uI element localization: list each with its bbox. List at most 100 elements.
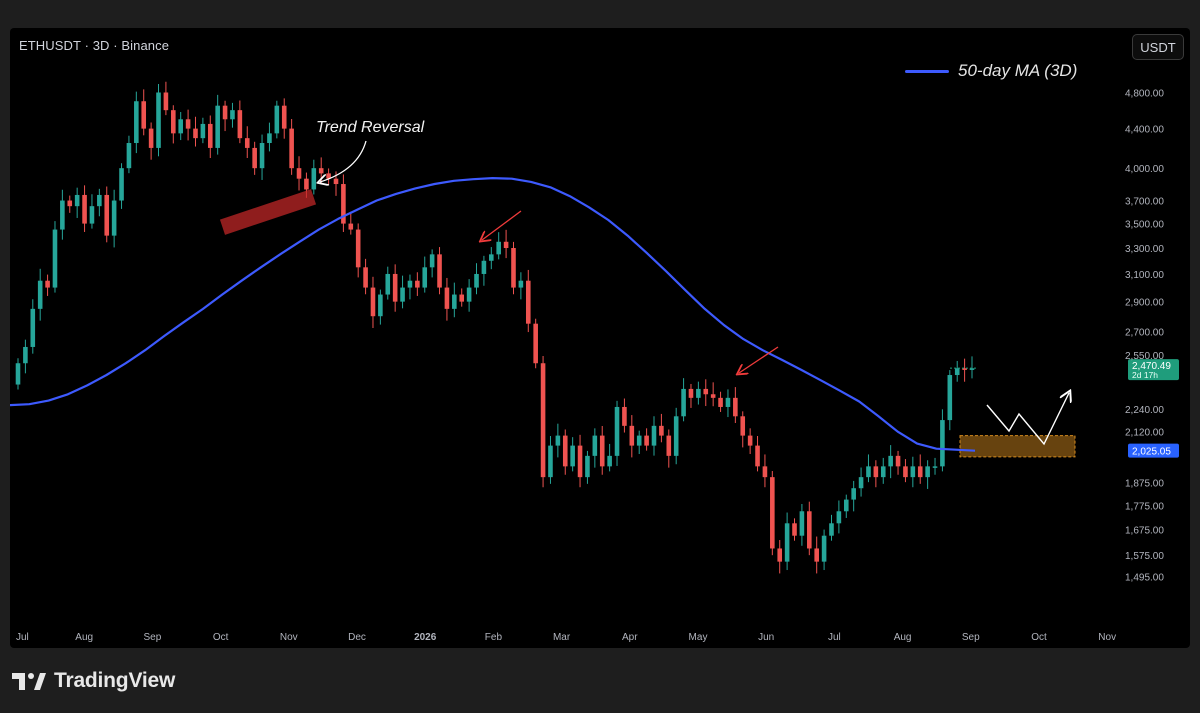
candle-body — [237, 110, 243, 139]
candle-body — [762, 466, 768, 478]
candle-body — [666, 435, 672, 456]
candle-body — [873, 466, 879, 478]
candle-body — [548, 445, 553, 478]
candle-body — [289, 128, 294, 169]
candle-body — [230, 110, 235, 120]
x-tick-label: Nov — [1098, 632, 1116, 643]
candle-body — [318, 168, 324, 174]
candle-body — [67, 200, 73, 207]
candle-body — [740, 416, 746, 436]
candle-body — [304, 178, 309, 190]
tradingview-logo-icon — [12, 673, 46, 690]
candle-body — [836, 511, 842, 524]
projection-path — [986, 393, 1069, 446]
candle-body — [348, 223, 354, 230]
x-tick-label: Dec — [348, 632, 366, 643]
candle-body — [858, 477, 864, 489]
symbol-title: ETHUSDT · 3D · Binance — [19, 38, 170, 53]
candle-body — [599, 435, 605, 467]
candle-body — [681, 388, 686, 417]
candle-body — [496, 241, 501, 255]
y-tick-label: 2,120.00 — [1125, 428, 1164, 439]
candle-body — [370, 287, 376, 317]
candle-body — [74, 194, 80, 207]
tradingview-logo[interactable]: TradingView — [12, 666, 175, 696]
candle-body — [222, 105, 228, 120]
candle-body — [570, 445, 575, 467]
chart-panel[interactable]: Trend Reversal 2,470.49 2d 17h 2,025.05 4,8… — [10, 28, 1190, 648]
currency-button[interactable]: USDT — [1132, 34, 1184, 60]
candle-body — [392, 273, 398, 302]
candle-body — [45, 280, 50, 288]
candle-body — [466, 287, 472, 302]
candle-body — [60, 200, 65, 230]
candle-body — [533, 323, 538, 364]
candle-body — [659, 425, 664, 436]
y-tick-label: 1,775.00 — [1125, 501, 1164, 512]
candle-body — [917, 466, 923, 478]
candle-body — [925, 466, 930, 478]
candle-body — [910, 466, 916, 478]
candle-body — [814, 548, 819, 562]
candle-body — [784, 523, 790, 562]
candle-body — [829, 523, 834, 536]
ma-legend: 50-day MA (3D) — [905, 61, 1077, 81]
candle-body — [696, 388, 701, 398]
candle-body — [134, 101, 139, 144]
candle-body — [415, 280, 420, 288]
red-arrow-1 — [482, 210, 522, 240]
candle-body — [792, 523, 797, 536]
candle-body — [207, 123, 213, 148]
candle-body — [296, 168, 302, 179]
candle-body — [718, 397, 723, 407]
candle-body — [341, 184, 346, 224]
candle-body — [355, 229, 361, 268]
y-tick-label: 2,550.00 — [1125, 351, 1164, 362]
candle-body — [947, 375, 953, 421]
candle-body — [622, 406, 627, 426]
candle-body — [954, 368, 960, 376]
y-tick-label: 3,500.00 — [1125, 220, 1164, 231]
candle-body — [969, 368, 975, 370]
candle-body — [444, 287, 450, 309]
x-tick-label: Aug — [75, 632, 93, 643]
candle-body — [607, 455, 612, 467]
candle-body — [895, 455, 901, 467]
candle-body — [459, 294, 465, 302]
candle-body — [503, 241, 509, 249]
ma-legend-label: 50-day MA (3D) — [958, 61, 1078, 80]
x-tick-label: Apr — [622, 632, 638, 643]
candle-body — [489, 254, 494, 261]
candle-body — [119, 168, 124, 201]
support-zone — [959, 435, 1076, 458]
candle-body — [163, 92, 169, 111]
candle-body — [747, 435, 753, 446]
candle-body — [52, 229, 58, 288]
candle-body — [111, 200, 117, 236]
candle-body — [629, 425, 635, 446]
candle-body — [555, 435, 561, 446]
y-tick-label: 4,400.00 — [1125, 125, 1164, 136]
candle-body — [474, 273, 479, 288]
candle-body — [518, 280, 524, 288]
candle-body — [703, 388, 709, 395]
candle-body — [407, 280, 413, 288]
candle-body — [82, 194, 87, 224]
candle-body — [585, 455, 590, 478]
x-tick-label: Sep — [144, 632, 162, 643]
candle-body — [378, 294, 383, 317]
x-tick-label: Oct — [213, 632, 229, 643]
x-tick-label: Sep — [962, 632, 980, 643]
candle-body — [156, 92, 161, 148]
candle-body — [385, 273, 391, 295]
candle-body — [821, 535, 827, 562]
x-tick-label: Jul — [828, 632, 841, 643]
candle-body — [651, 425, 657, 446]
candle-body — [903, 466, 908, 478]
candle-body — [171, 110, 176, 134]
y-tick-label: 1,675.00 — [1125, 525, 1164, 536]
candle-body — [422, 267, 428, 288]
candle-body — [215, 105, 220, 148]
y-tick-label: 2,900.00 — [1125, 298, 1164, 309]
